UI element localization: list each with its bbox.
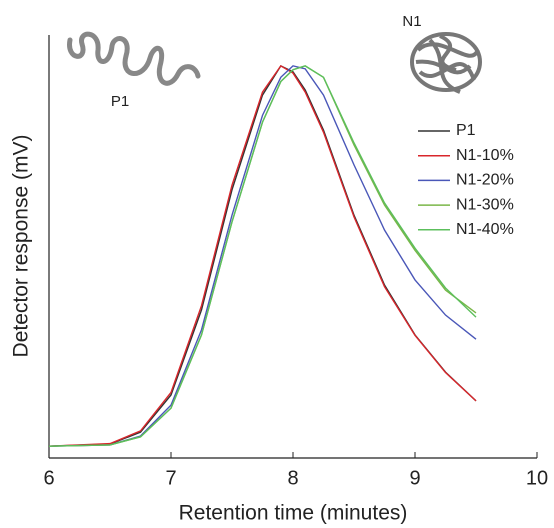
legend-label: N1-20% [456, 172, 514, 189]
annotation: N1 [402, 13, 421, 30]
legend-label: P1 [456, 122, 476, 139]
p1-illustration [67, 31, 201, 86]
x-tick-label: 9 [409, 467, 420, 489]
y-axis-label: Detector response (mV) [10, 135, 33, 358]
legend-label: N1-40% [456, 221, 514, 238]
legend-label: N1-10% [456, 147, 514, 164]
x-tick-label: 10 [526, 467, 548, 489]
x-tick-label: 8 [287, 467, 298, 489]
x-tick-label: 6 [43, 467, 54, 489]
x-axis-label: Retention time (minutes) [179, 502, 408, 525]
x-tick-label: 7 [165, 467, 176, 489]
legend-label: N1-30% [456, 196, 514, 213]
series-line [48, 64, 477, 447]
series-line [48, 65, 477, 447]
n1-illustration [410, 32, 482, 94]
series-line [48, 65, 477, 447]
annotation: P1 [111, 93, 129, 110]
